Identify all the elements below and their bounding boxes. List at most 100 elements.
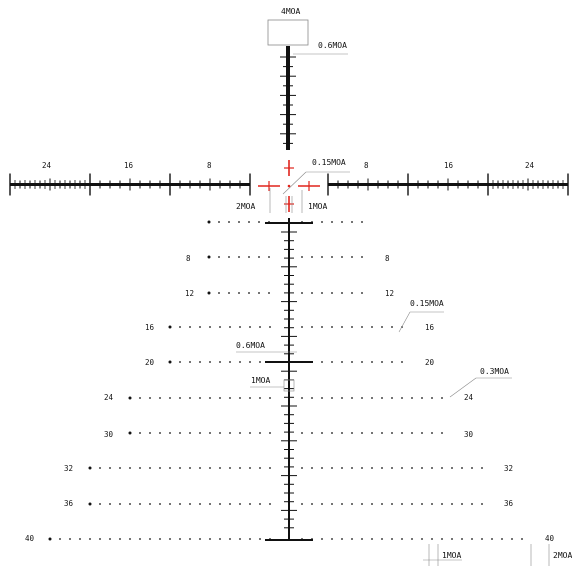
holdover-dot xyxy=(361,326,363,328)
dot-row xyxy=(207,291,363,295)
holdover-dot xyxy=(331,432,333,434)
holdover-dot xyxy=(371,467,373,469)
holdover-dot xyxy=(341,361,343,363)
holdover-dot xyxy=(431,538,433,540)
holdover-dot xyxy=(371,397,373,399)
holdover-dot xyxy=(179,432,181,434)
holdover-dot xyxy=(451,503,453,505)
row-label-left-16: 16 xyxy=(145,323,155,332)
holdover-dot xyxy=(229,397,231,399)
holdover-dot xyxy=(311,432,313,434)
holdover-dot xyxy=(351,326,353,328)
holdover-dot xyxy=(341,397,343,399)
holdover-dot xyxy=(371,503,373,505)
holdover-dot xyxy=(331,326,333,328)
holdover-dot xyxy=(351,221,353,223)
holdover-dot xyxy=(451,538,453,540)
row-label-left-8: 8 xyxy=(186,254,191,263)
holdover-dot xyxy=(301,256,303,258)
holdover-dot xyxy=(361,397,363,399)
holdover-dot xyxy=(351,292,353,294)
dot-size-callout: 0.15MOA xyxy=(398,299,444,333)
holdover-dot xyxy=(351,503,353,505)
holdover-dot xyxy=(88,502,92,506)
holdover-dot xyxy=(311,538,313,540)
holdover-dot xyxy=(259,503,261,505)
holdover-dot xyxy=(441,432,443,434)
h-scale-left-16: 16 xyxy=(124,161,134,170)
holdover-dot xyxy=(441,538,443,540)
holdover-dot xyxy=(321,292,323,294)
row-label-right-16: 16 xyxy=(425,323,435,332)
holdover-dot xyxy=(248,221,250,223)
holdover-dot xyxy=(411,467,413,469)
holdover-dot xyxy=(119,538,121,540)
holdover-dot xyxy=(209,397,211,399)
holdover-dot xyxy=(199,432,201,434)
dot-row xyxy=(207,255,363,259)
holdover-dot xyxy=(139,467,141,469)
holdover-dot xyxy=(461,503,463,505)
holdover-dot xyxy=(401,397,403,399)
holdover-dot xyxy=(168,360,172,364)
holdover-dot xyxy=(341,256,343,258)
holdover-dot xyxy=(239,538,241,540)
holdover-dot xyxy=(471,467,473,469)
holdover-dot xyxy=(119,503,121,505)
left-gap-label: 2MOA xyxy=(236,202,255,211)
holdover-dot xyxy=(249,397,251,399)
holdover-dot xyxy=(149,503,151,505)
holdover-dot xyxy=(401,432,403,434)
holdover-dot xyxy=(219,397,221,399)
holdover-dot xyxy=(331,503,333,505)
holdover-dot xyxy=(361,538,363,540)
holdover-dot xyxy=(311,221,313,223)
holdover-dot xyxy=(269,467,271,469)
holdover-dot xyxy=(109,467,111,469)
holdover-dot xyxy=(411,397,413,399)
lower-vertical-post xyxy=(288,218,290,540)
holdover-dot xyxy=(269,397,271,399)
holdover-dot xyxy=(341,467,343,469)
holdover-dot xyxy=(431,503,433,505)
center-crosshair xyxy=(258,160,320,212)
holdover-dot xyxy=(269,361,271,363)
holdover-dot xyxy=(159,538,161,540)
holdover-dot xyxy=(471,503,473,505)
holdover-dot xyxy=(89,538,91,540)
holdover-dot xyxy=(248,256,250,258)
holdover-dot xyxy=(301,538,303,540)
row-label-right-30: 30 xyxy=(464,430,474,439)
dot-row xyxy=(88,466,483,470)
holdover-dot xyxy=(259,538,261,540)
holdover-dot-rows xyxy=(48,220,523,541)
holdover-dot xyxy=(371,361,373,363)
holdover-dot xyxy=(361,432,363,434)
holdover-dot xyxy=(219,467,221,469)
holdover-dot xyxy=(351,361,353,363)
holdover-dot xyxy=(511,538,513,540)
post-width-label: 0.6MOA xyxy=(236,341,265,350)
dot-row xyxy=(48,537,523,541)
holdover-dot xyxy=(381,397,383,399)
holdover-dot xyxy=(391,432,393,434)
holdover-dot xyxy=(268,221,270,223)
h-scale-right-16: 16 xyxy=(444,161,454,170)
holdover-dot xyxy=(268,256,270,258)
holdover-dot xyxy=(381,432,383,434)
holdover-dot xyxy=(179,326,181,328)
lower-post-ticks xyxy=(265,222,313,541)
holdover-dot xyxy=(119,467,121,469)
holdover-dot xyxy=(79,538,81,540)
holdover-dot xyxy=(218,256,220,258)
row-label-right-12: 12 xyxy=(385,289,394,298)
holdover-dot xyxy=(311,503,313,505)
holdover-dot xyxy=(341,538,343,540)
holdover-dot xyxy=(189,538,191,540)
holdover-dot xyxy=(59,538,61,540)
holdover-dot xyxy=(239,503,241,505)
holdover-dot xyxy=(249,467,251,469)
holdover-dot xyxy=(149,432,151,434)
row-label-right-8: 8 xyxy=(385,254,390,263)
